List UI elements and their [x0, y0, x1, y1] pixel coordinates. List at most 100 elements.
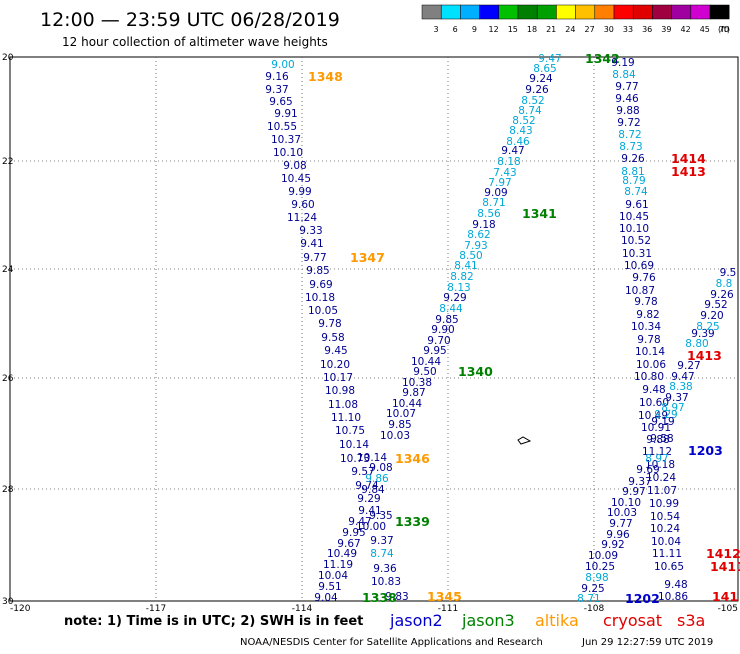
scale-level-label: 70	[719, 25, 729, 34]
altimeter-tracks: 9.009.169.379.659.9110.5510.3710.109.081…	[265, 51, 740, 606]
wave-height-value: 11.24	[287, 212, 317, 224]
scale-unit: (ft)	[718, 25, 730, 34]
track-1414: 9.198.849.779.469.889.728.728.739.268.81…	[611, 57, 706, 603]
wave-height-value: 10.10	[619, 223, 649, 235]
track-1348: 9.009.169.379.659.9110.5510.3710.109.081…	[265, 59, 381, 604]
wave-height-value: 10.25	[585, 561, 615, 573]
wave-height-value: 10.54	[650, 511, 680, 523]
wave-height-value: 10.00	[356, 521, 386, 533]
y-tick-label: 22	[2, 157, 13, 167]
wave-height-value: 9.77	[615, 81, 638, 93]
wave-height-value: 10.14	[339, 439, 369, 451]
scale-level-label: 24	[565, 25, 575, 34]
wave-height-value: 10.49	[638, 410, 668, 422]
track-1413: 1413	[671, 164, 706, 179]
pass-number-label: 1340	[458, 364, 493, 379]
pass-number-label: 1345	[427, 589, 462, 604]
wave-height-value: 9.58	[321, 332, 344, 344]
wave-height-value: 10.04	[318, 570, 348, 582]
wave-height-value: 10.10	[273, 147, 303, 159]
wave-height-value: 10.87	[625, 285, 655, 297]
track-1342: 9.478.659.249.268.528.748.528.438.469.47…	[380, 51, 620, 442]
wave-height-value: 10.24	[646, 472, 676, 484]
wave-height-value: 9.20	[700, 310, 723, 322]
scale-swatch	[460, 4, 480, 20]
wave-height-value: 9.69	[636, 464, 659, 476]
wave-height-value: 10.18	[305, 292, 335, 304]
wave-height-value: 9.37	[628, 476, 651, 488]
wave-height-value: 11.10	[331, 412, 361, 424]
wave-height-value: 9.08	[369, 462, 392, 474]
wave-height-value: 9.85	[388, 419, 411, 431]
wave-height-value: 8.73	[619, 141, 642, 153]
x-tick-label: -105	[718, 604, 738, 614]
wave-height-value: 8.62	[467, 229, 490, 241]
wave-height-value: 8.38	[669, 381, 692, 393]
wave-height-value: 9.78	[637, 334, 660, 346]
scale-swatch	[556, 4, 576, 20]
wave-height-value: 10.34	[631, 321, 661, 333]
scale-level-label: 30	[604, 25, 614, 34]
wave-height-value: 8.97	[661, 402, 684, 414]
scale-level-label: 6	[453, 25, 458, 34]
wave-height-value: 10.44	[411, 356, 441, 368]
wave-height-value: 10.45	[281, 173, 311, 185]
wave-height-value: 9.16	[265, 71, 289, 83]
pass-number-label: 1346	[395, 451, 430, 466]
map-subtitle: 12 hour collection of altimeter wave hei…	[62, 35, 328, 49]
wave-height-value: 9.33	[299, 225, 322, 237]
wave-height-value: 9.82	[636, 309, 659, 321]
track-1413: 1413	[687, 348, 722, 363]
scale-level-label: 45	[700, 25, 710, 34]
wave-height-value: 9.85	[306, 265, 329, 277]
pass-number-label: 141	[712, 589, 738, 604]
wave-height-value: 11.07	[647, 485, 677, 497]
footer-timestamp: Jun 29 12:27:59 UTC 2019	[581, 637, 713, 648]
scale-swatch	[652, 4, 672, 20]
wave-height-value: 9.25	[581, 583, 604, 595]
scale-swatch	[536, 4, 557, 20]
wave-height-value: 9.41	[300, 238, 323, 250]
track-141: 141	[712, 589, 738, 604]
wave-height-value: 9.41	[358, 505, 381, 517]
wave-height-value: 10.80	[634, 371, 664, 383]
wave-height-value: 9.19	[651, 416, 674, 428]
wave-height-value: 10.20	[320, 359, 350, 371]
scale-swatch	[613, 4, 634, 20]
legend-entry-cryosat: cryosat	[603, 611, 662, 630]
track-1338: 1338	[362, 590, 397, 605]
x-tick-label: -120	[10, 604, 31, 614]
wave-height-value: 9.57	[351, 466, 374, 478]
scale-level-label: 21	[546, 25, 556, 34]
wave-height-value: 9.37	[665, 392, 688, 404]
wave-height-value: 10.09	[588, 550, 618, 562]
wave-height-value: 9.5	[720, 267, 737, 279]
wave-height-value: 9.47	[671, 371, 694, 383]
wave-height-value: 10.98	[325, 385, 355, 397]
wave-height-value: 8.13	[447, 282, 470, 294]
scale-level-label: 33	[623, 25, 633, 34]
satellite-legend: jason2 jason3 altika cryosat s3a	[389, 611, 705, 630]
pass-number-label: 1338	[362, 590, 397, 605]
scale-level-label: 42	[681, 25, 691, 34]
wave-height-value: 9.61	[625, 199, 648, 211]
wave-height-value: 9.91	[274, 108, 297, 120]
wave-height-value: 9.52	[704, 299, 727, 311]
wave-height-value: 8.81	[621, 166, 644, 178]
wave-height-value: 10.37	[271, 134, 301, 146]
scale-level-label: 15	[508, 25, 518, 34]
wave-height-value: 9.76	[632, 272, 656, 284]
scale-swatch	[575, 4, 596, 20]
wave-height-value: 9.26	[621, 153, 645, 165]
wave-height-value: 10.18	[645, 459, 675, 471]
legend-entry-s3a: s3a	[677, 611, 705, 630]
plot-frame	[9, 56, 739, 602]
pass-number-label: 1413	[687, 348, 722, 363]
x-tick-label: -111	[438, 604, 458, 614]
y-tick-label: 30	[2, 597, 14, 607]
wave-height-value: 9.46	[615, 93, 639, 105]
wave-height-value: 9.97	[622, 486, 645, 498]
wave-height-value: 9.99	[288, 186, 311, 198]
wave-height-value: 9.86	[365, 473, 389, 485]
